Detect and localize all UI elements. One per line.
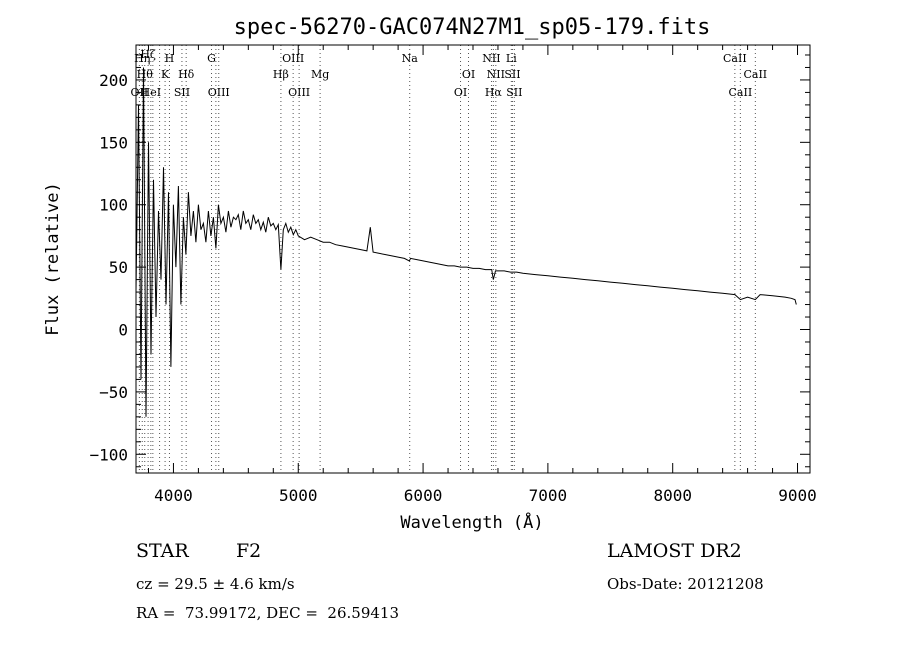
y-tick-label: 100 [99,196,128,215]
line-label: NII [482,52,500,65]
redshift-cz: cz = 29.5 ± 4.6 km/s [136,575,295,593]
y-axis-label: Flux (relative) [43,182,63,336]
x-tick-label: 6000 [404,486,443,505]
y-axis: −100 −50 0 50 100 150 200 [89,54,810,468]
line-labels: OIIHηHθHζHeIKHSIIHδGOIIIHβOIIIOIIIMgNaOI… [131,48,768,99]
x-tick-label: 7000 [529,486,568,505]
ra-dec: RA = 73.99172, DEC = 26.59413 [136,604,400,622]
line-label: OIII [288,86,310,99]
line-label: HeI [141,86,161,99]
line-label: SII [504,68,520,81]
line-label: OIII [208,86,230,99]
spectrum-chart: spec-56270-GAC074N27M1_sp05-179.fits OII… [43,15,817,533]
line-label: SII [506,86,522,99]
line-label: NII [487,68,505,81]
y-tick-label: 150 [99,133,128,152]
y-tick-label: −100 [89,445,128,464]
plot-frame [135,44,811,474]
object-class: STAR [136,540,189,562]
y-tick-label: 200 [99,71,128,90]
spectrum-series-line [135,67,797,417]
line-label: SII [174,86,190,99]
line-label: OI [454,86,467,99]
line-label: OIII [282,52,304,65]
line-label: OI [462,68,475,81]
line-label: Hζ [140,48,156,61]
x-tick-label: 4000 [154,486,193,505]
line-label: Hθ [137,68,154,81]
x-tick-label: 5000 [279,486,318,505]
line-label: CaII [723,52,747,65]
x-tick-label: 9000 [778,486,817,505]
observation-date: Obs-Date: 20121208 [607,575,764,593]
y-tick-label: −50 [99,383,128,402]
line-markers [138,45,756,473]
line-label: Hβ [273,68,289,81]
line-label: CaII [729,86,753,99]
line-label: Mg [311,68,329,81]
line-label: Hα [485,86,503,99]
line-label: Li [506,52,517,65]
chart-title: spec-56270-GAC074N27M1_sp05-179.fits [234,15,711,40]
line-label: CaII [743,68,767,81]
line-label: Na [402,52,419,65]
x-axis: 4000 5000 6000 7000 8000 9000 [147,45,817,505]
line-label: Hδ [178,68,195,81]
x-axis-label: Wavelength (Å) [400,511,543,533]
object-subclass: F2 [236,540,262,562]
survey-name: LAMOST DR2 [607,540,742,562]
line-label: K [161,68,170,81]
y-tick-label: 50 [109,258,128,277]
line-label: H [165,52,175,65]
x-tick-label: 8000 [653,486,692,505]
line-label: G [207,52,216,65]
y-tick-label: 0 [118,321,128,340]
